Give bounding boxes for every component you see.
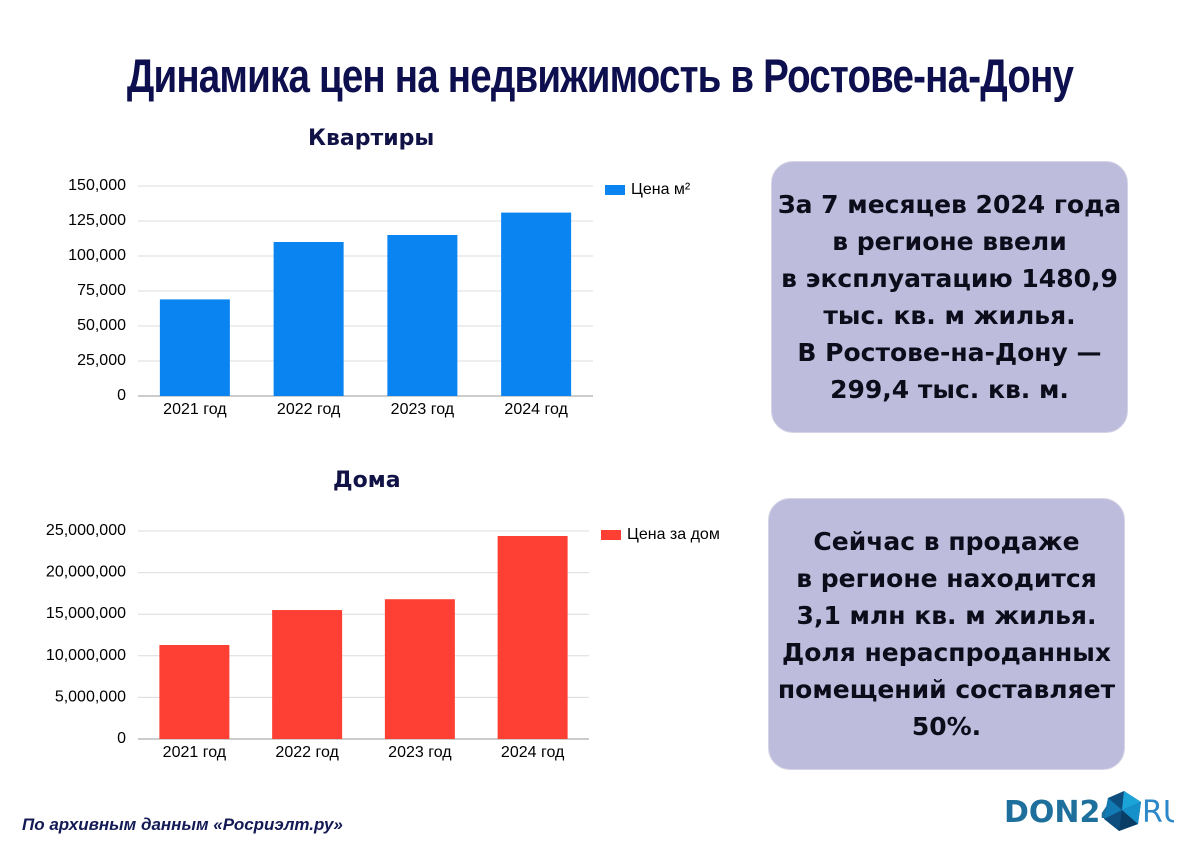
y-tick-label: 100,000	[68, 247, 126, 264]
x-tick-label: 2022 год	[277, 401, 341, 418]
bar	[273, 242, 344, 396]
bar	[159, 644, 230, 739]
info-card-line: За 7 месяцев 2024 года	[777, 190, 1122, 219]
info-card-line: в эксплуатацию 1480,9	[781, 264, 1118, 293]
y-tick-label: 10,000,000	[46, 647, 126, 664]
info-card-on-sale: Сейчас в продаже в регионе находится 3,1 м…	[768, 498, 1125, 770]
y-tick-label: 20,000,000	[46, 564, 126, 581]
info-card-line: помещений составляет	[777, 675, 1116, 704]
x-tick-label: 2021 год	[163, 744, 227, 761]
y-tick-label: 0	[117, 730, 126, 747]
x-tick-label: 2023 год	[388, 744, 452, 761]
logo-suffix: RU	[1142, 795, 1174, 830]
y-tick-label: 25,000,000	[46, 522, 126, 539]
bar	[272, 610, 343, 739]
info-card-line: В Ростове-на-Дону —	[797, 338, 1102, 367]
x-tick-label: 2022 год	[275, 744, 339, 761]
y-tick-label: 25,000	[77, 352, 126, 369]
x-tick-label: 2023 год	[391, 401, 455, 418]
info-card-line: в регионе ввели	[832, 227, 1067, 256]
chart-title-apartments: Квартиры	[308, 126, 435, 151]
info-card-commissioning: За 7 месяцев 2024 года в регионе ввели в э…	[771, 161, 1128, 433]
houses-price-chart: 0 5,000,000 10,000,000 15,000,000 20,000,000…	[46, 522, 720, 761]
x-tick-label: 2024 год	[504, 401, 568, 418]
y-tick-label: 0	[117, 387, 126, 404]
bar	[384, 599, 455, 739]
legend-swatch	[605, 185, 625, 195]
legend-label: Цена м²	[631, 181, 691, 198]
info-card-line: тыс. кв. м жилья.	[823, 301, 1076, 330]
x-tick-label: 2021 год	[163, 401, 227, 418]
bar	[497, 535, 568, 739]
source-note: По архивным данным «Росриэлт.ру»	[22, 815, 343, 834]
y-tick-label: 15,000,000	[46, 605, 126, 622]
y-tick-label: 5,000,000	[55, 688, 126, 705]
info-card-line: 50%.	[911, 712, 982, 741]
don24-logo: DON24 RU	[1004, 791, 1174, 831]
apartments-price-chart: 0 25,000 50,000 75,000 100,000 125,000 150,000…	[68, 177, 691, 418]
x-tick-label: 2024 год	[501, 744, 565, 761]
bar	[387, 235, 458, 396]
info-card-line: Доля нераспроданных	[781, 638, 1111, 667]
gem-icon	[1104, 791, 1141, 831]
bar	[501, 212, 572, 396]
info-card-line: Сейчас в продаже	[813, 527, 1080, 556]
y-tick-label: 75,000	[77, 282, 126, 299]
y-tick-label: 150,000	[68, 177, 126, 194]
page-title: Динамика цен на недвижимость в Ростове-н…	[126, 49, 1074, 102]
legend-label: Цена за дом	[627, 526, 720, 543]
y-tick-label: 125,000	[68, 212, 126, 229]
bar	[159, 299, 230, 396]
info-card-line: в регионе находится	[796, 564, 1097, 593]
logo-text: DON24	[1004, 795, 1121, 830]
info-card-line: 299,4 тыс. кв. м.	[830, 375, 1069, 404]
legend-swatch	[601, 530, 621, 540]
chart-title-houses: Дома	[333, 468, 401, 493]
y-tick-label: 50,000	[77, 317, 126, 334]
info-card-line: 3,1 млн кв. м жилья.	[796, 601, 1097, 630]
